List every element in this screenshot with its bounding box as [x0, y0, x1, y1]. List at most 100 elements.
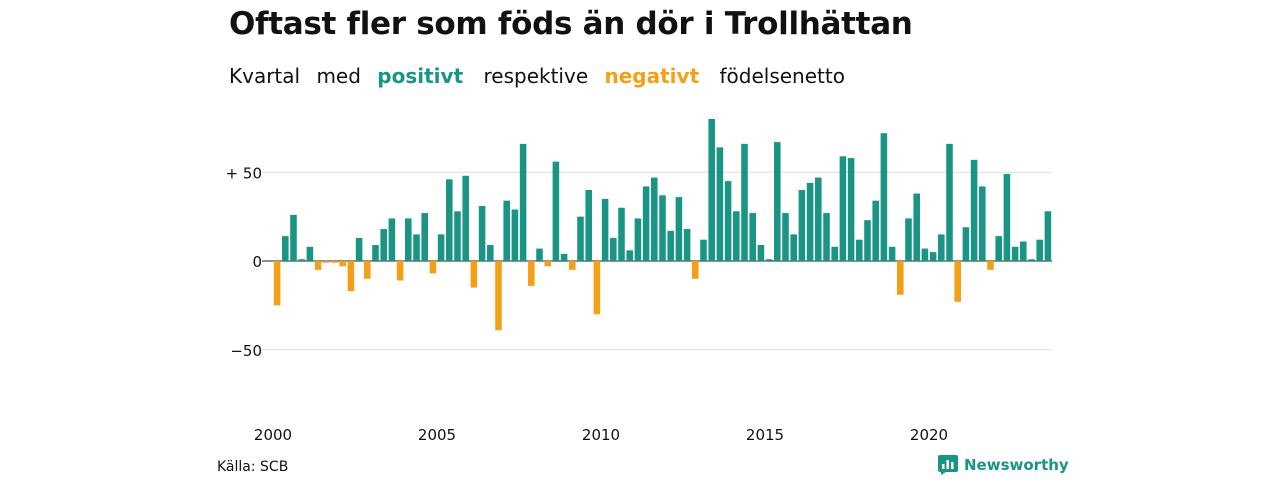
y-tick-label: 0: [252, 253, 262, 271]
bar-positive: [847, 158, 855, 261]
bar-positive: [970, 159, 978, 261]
bar-positive: [831, 246, 838, 261]
bar-negative: [273, 261, 281, 306]
bar-positive: [741, 143, 748, 261]
bar-positive: [806, 182, 814, 261]
x-axis: 2000 2005 2010 2015 2020: [254, 426, 948, 444]
bar-positive: [880, 133, 888, 261]
bar-negative: [495, 261, 502, 331]
bar-positive: [724, 181, 732, 262]
bar-positive: [905, 218, 912, 261]
bar-positive: [487, 245, 494, 261]
bar-negative: [396, 261, 404, 281]
y-axis: + 50 0 −50: [226, 164, 262, 360]
bar-negative: [470, 261, 478, 288]
bar-positive: [421, 213, 428, 261]
bars: [273, 119, 1052, 331]
bar-positive: [798, 190, 806, 261]
bar-positive: [757, 245, 765, 261]
bar-positive: [651, 177, 658, 261]
bar-positive: [577, 216, 584, 262]
bar-positive: [929, 252, 937, 262]
bar-positive: [659, 195, 666, 261]
bar-positive: [856, 239, 863, 261]
bar-positive: [511, 209, 519, 261]
bar-positive: [995, 236, 1002, 261]
x-tick-label: 2015: [746, 426, 784, 444]
bar-positive: [782, 213, 789, 261]
bar-negative: [364, 261, 371, 279]
bar-positive: [946, 143, 953, 261]
legend-positive: positivt: [377, 64, 464, 88]
bar-positive: [872, 200, 879, 261]
bar-positive: [667, 230, 674, 261]
bar-positive: [1028, 259, 1035, 261]
bar-positive: [938, 234, 945, 262]
bar-positive: [585, 190, 592, 261]
bar-positive: [642, 186, 650, 261]
bar-positive: [774, 142, 781, 261]
bar-negative: [429, 261, 437, 274]
bar-positive: [1011, 246, 1019, 261]
subtitle-text-2: med: [316, 64, 361, 88]
bar-positive: [700, 239, 707, 261]
bar-positive: [733, 211, 740, 261]
bar-negative: [954, 261, 961, 302]
y-tick-label: −50: [230, 342, 262, 360]
bar-negative: [569, 261, 576, 270]
bar-positive: [519, 143, 527, 261]
bar-positive: [355, 237, 363, 261]
bar-positive: [503, 200, 510, 261]
bar-positive: [921, 248, 929, 261]
bar-positive: [749, 213, 756, 261]
bar-positive: [306, 246, 314, 261]
bar-positive: [618, 207, 625, 261]
bar-positive: [683, 229, 691, 261]
bar-positive: [462, 175, 469, 261]
bar-positive: [1036, 239, 1043, 261]
bar-positive: [446, 179, 453, 261]
bar-positive: [372, 245, 379, 261]
bar-positive: [290, 214, 297, 261]
chart-subtitle: Kvartal med positivt respektive negativt…: [229, 64, 855, 88]
bar-positive: [962, 227, 970, 261]
bar-positive: [282, 236, 289, 261]
bar-positive: [413, 234, 420, 262]
x-tick-label: 2010: [582, 426, 620, 444]
bar-negative: [544, 261, 551, 267]
newsworthy-logo-icon: [938, 455, 958, 475]
chart-title: Oftast fler som föds än dör i Trollhätta…: [229, 6, 913, 42]
bar-negative: [347, 261, 355, 292]
bar-positive: [913, 193, 920, 261]
bar-positive: [405, 218, 412, 261]
bar-negative: [314, 261, 322, 270]
bar-positive: [380, 229, 387, 261]
bar-negative: [987, 261, 994, 270]
bar-positive: [437, 234, 445, 262]
bar-positive: [478, 205, 486, 261]
source-note: Källa: SCB: [217, 459, 289, 475]
x-tick-label: 2020: [910, 426, 948, 444]
subtitle-text-4: födelsenetto: [719, 64, 845, 88]
x-tick-label: 2005: [418, 426, 456, 444]
bar-positive: [765, 259, 773, 261]
bar-positive: [388, 218, 396, 261]
bar-negative: [593, 261, 601, 315]
bar-positive: [536, 248, 543, 261]
bar-positive: [1003, 174, 1011, 261]
bar-positive: [675, 197, 683, 261]
subtitle-text-1: Kvartal: [229, 64, 301, 88]
brand-name: Newsworthy: [964, 456, 1069, 474]
bar-negative: [692, 261, 699, 279]
bar-positive: [864, 220, 871, 261]
bar-positive: [790, 234, 797, 262]
bar-positive: [1020, 241, 1027, 261]
bar-negative: [528, 261, 535, 286]
bar-positive: [560, 253, 568, 261]
brand-logo: Newsworthy: [938, 455, 1069, 475]
bar-positive: [839, 156, 847, 261]
y-tick-label: + 50: [226, 164, 262, 182]
bar-positive: [454, 211, 461, 261]
bar-negative: [323, 261, 330, 263]
